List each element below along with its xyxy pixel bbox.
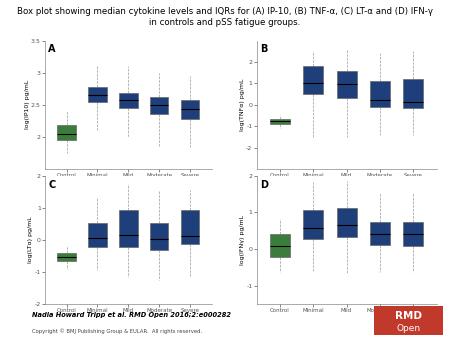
Bar [57, 253, 76, 261]
Bar [270, 119, 290, 124]
Bar [57, 125, 76, 140]
Bar [370, 222, 390, 245]
Text: D: D [260, 179, 268, 190]
Text: B: B [260, 44, 267, 54]
Bar [303, 66, 323, 94]
Bar [119, 93, 138, 108]
Y-axis label: log(IFNγ) pg/mL: log(IFNγ) pg/mL [240, 215, 245, 265]
Bar [337, 208, 356, 237]
Y-axis label: log(LTα) pg/mL: log(LTα) pg/mL [28, 217, 33, 263]
Bar [180, 100, 199, 119]
Text: C: C [48, 179, 56, 190]
Bar [150, 97, 168, 114]
Y-axis label: log(TNFα) pg/mL: log(TNFα) pg/mL [240, 78, 245, 131]
Bar [403, 79, 423, 108]
Bar [403, 222, 423, 246]
Bar [303, 210, 323, 239]
Bar [270, 234, 290, 257]
Bar [88, 87, 107, 102]
Text: Copyright © BMJ Publishing Group & EULAR.  All rights reserved.: Copyright © BMJ Publishing Group & EULAR… [32, 329, 202, 334]
Text: Box plot showing median cytokine levels and IQRs for (A) IP-10, (B) TNF-α, (C) L: Box plot showing median cytokine levels … [17, 7, 433, 27]
Y-axis label: log(IP10) pg/mL: log(IP10) pg/mL [25, 80, 30, 129]
Text: RMD: RMD [395, 311, 422, 321]
Text: Nadia Howard Tripp et al. RMD Open 2016;2:e000282: Nadia Howard Tripp et al. RMD Open 2016;… [32, 312, 230, 318]
Bar [180, 211, 199, 244]
Bar [150, 223, 168, 250]
Bar [119, 211, 138, 247]
Text: A: A [48, 44, 56, 54]
Bar [337, 71, 356, 98]
Bar [370, 81, 390, 107]
Text: Open: Open [396, 324, 420, 333]
Bar [88, 223, 107, 247]
